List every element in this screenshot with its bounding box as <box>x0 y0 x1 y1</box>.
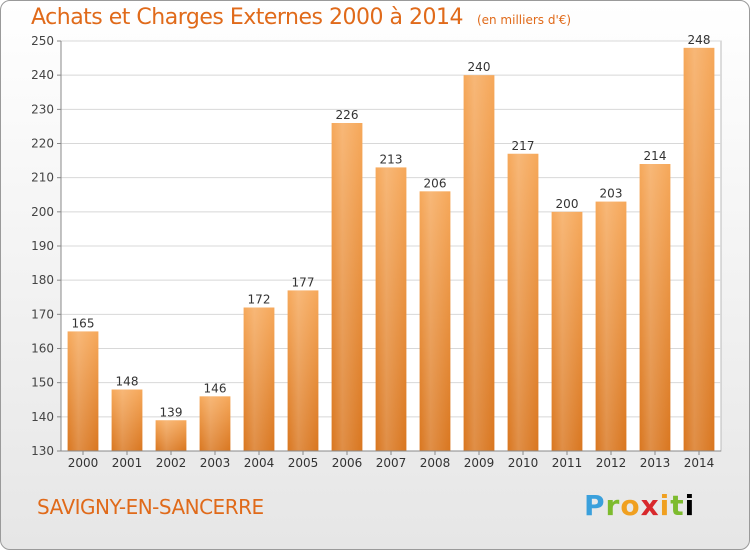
proxiti-logo: Proxiti <box>584 489 695 522</box>
logo-letter: i <box>684 489 696 522</box>
y-tick-label: 250 <box>31 34 54 48</box>
bar-highlight <box>199 396 231 451</box>
y-tick-label: 170 <box>31 307 54 321</box>
logo-letter: t <box>670 489 685 522</box>
title-unit: (en milliers d'€) <box>476 13 572 27</box>
y-tick-label: 130 <box>31 444 54 458</box>
y-tick-label: 240 <box>31 68 54 82</box>
bar-highlight <box>551 211 583 451</box>
bar-value-label: 139 <box>160 405 183 419</box>
chart-title: Achats et Charges Externes 2000 à 2014 (e… <box>31 5 571 30</box>
logo-letter: i <box>659 489 671 522</box>
bar-highlight <box>111 389 143 451</box>
bar-value-label: 214 <box>644 149 667 163</box>
bar-highlight <box>67 331 99 451</box>
x-tick-label: 2013 <box>640 456 671 470</box>
bar-highlight <box>507 153 539 451</box>
bar-value-label: 203 <box>600 187 623 201</box>
bar-highlight <box>155 420 187 451</box>
bar-highlight <box>683 47 715 451</box>
x-tick-label: 2004 <box>244 456 275 470</box>
x-tick-label: 2009 <box>464 456 495 470</box>
y-tick-label: 150 <box>31 376 54 390</box>
bar-highlight <box>463 75 495 452</box>
bar-value-label: 146 <box>204 381 227 395</box>
bar-highlight <box>595 201 627 451</box>
bar-value-label: 248 <box>688 33 711 47</box>
x-tick-label: 2007 <box>376 456 407 470</box>
x-tick-label: 2010 <box>508 456 539 470</box>
logo-letter: P <box>584 489 606 522</box>
bar-highlight <box>331 123 363 451</box>
logo-letter: r <box>605 489 621 522</box>
x-tick-label: 2000 <box>68 456 99 470</box>
bar-value-label: 226 <box>336 108 359 122</box>
bar-value-label: 165 <box>72 316 95 330</box>
x-tick-label: 2008 <box>420 456 451 470</box>
bar-value-label: 200 <box>556 197 579 211</box>
bar-value-label: 213 <box>380 152 403 166</box>
bar-value-label: 240 <box>468 60 491 74</box>
y-tick-label: 220 <box>31 137 54 151</box>
bar-value-label: 177 <box>292 275 315 289</box>
bar-highlight <box>375 167 407 451</box>
bar-value-label: 206 <box>424 176 447 190</box>
bar-highlight <box>287 290 319 451</box>
commune-name: SAVIGNY-EN-SANCERRE <box>37 495 264 519</box>
y-tick-label: 190 <box>31 239 54 253</box>
bar-highlight <box>419 191 451 452</box>
title-text: Achats et Charges Externes 2000 à 2014 <box>31 5 463 30</box>
y-tick-label: 210 <box>31 171 54 185</box>
y-tick-label: 200 <box>31 205 54 219</box>
logo-letter: o <box>620 489 641 522</box>
bar-value-label: 172 <box>248 293 271 307</box>
x-tick-label: 2012 <box>596 456 627 470</box>
y-tick-label: 180 <box>31 273 54 287</box>
bar-highlight <box>639 164 671 451</box>
y-tick-label: 160 <box>31 342 54 356</box>
bar-value-label: 148 <box>116 375 139 389</box>
x-tick-label: 2002 <box>156 456 187 470</box>
y-tick-label: 230 <box>31 102 54 116</box>
x-tick-label: 2001 <box>112 456 143 470</box>
bar-value-label: 217 <box>512 139 535 153</box>
x-tick-label: 2005 <box>288 456 319 470</box>
x-tick-label: 2014 <box>684 456 715 470</box>
x-tick-label: 2011 <box>552 456 583 470</box>
logo-letter: x <box>640 489 660 522</box>
x-tick-label: 2006 <box>332 456 363 470</box>
y-tick-label: 140 <box>31 410 54 424</box>
x-tick-label: 2003 <box>200 456 231 470</box>
bar-highlight <box>243 307 275 451</box>
